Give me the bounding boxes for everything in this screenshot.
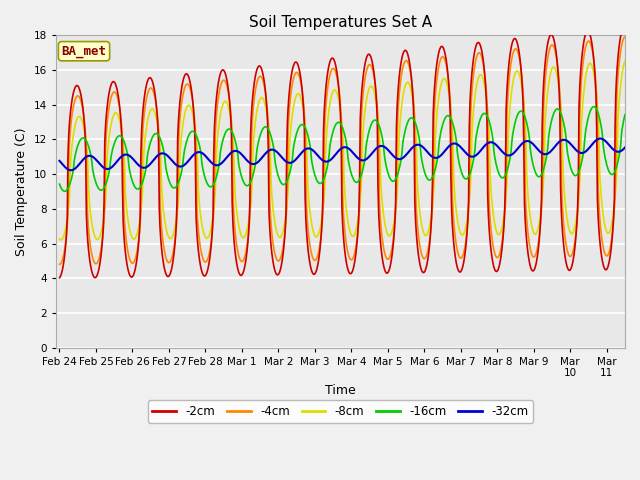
X-axis label: Time: Time	[325, 384, 356, 397]
Legend: -2cm, -4cm, -8cm, -16cm, -32cm: -2cm, -4cm, -8cm, -16cm, -32cm	[148, 400, 533, 423]
Y-axis label: Soil Temperature (C): Soil Temperature (C)	[15, 127, 28, 256]
Text: BA_met: BA_met	[61, 45, 106, 58]
Title: Soil Temperatures Set A: Soil Temperatures Set A	[249, 15, 432, 30]
